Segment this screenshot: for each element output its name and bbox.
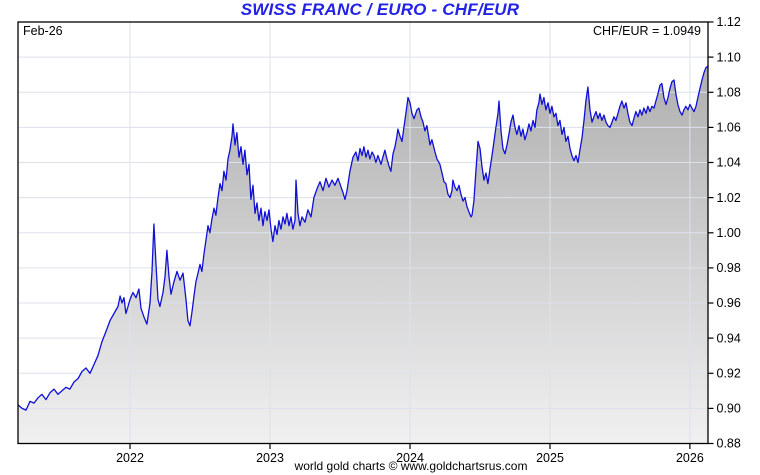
svg-text:0.94: 0.94	[717, 331, 741, 345]
svg-text:0.96: 0.96	[717, 296, 741, 310]
svg-text:1.06: 1.06	[717, 121, 741, 135]
svg-text:2023: 2023	[256, 451, 284, 465]
last-quote-label: CHF/EUR = 1.0949	[592, 24, 701, 38]
svg-text:2024: 2024	[396, 451, 424, 465]
svg-text:2026: 2026	[676, 451, 704, 465]
svg-text:1.02: 1.02	[717, 191, 741, 205]
credit-footer: world gold charts © www.goldchartsrus.co…	[294, 459, 528, 473]
svg-text:2025: 2025	[536, 451, 564, 465]
svg-text:1.00: 1.00	[717, 226, 741, 240]
svg-text:0.98: 0.98	[717, 261, 741, 275]
svg-text:1.12: 1.12	[717, 15, 741, 29]
chart-title: SWISS FRANC / EURO - CHF/EUR	[240, 0, 520, 19]
svg-text:0.88: 0.88	[717, 437, 741, 451]
svg-text:1.10: 1.10	[717, 50, 741, 64]
svg-text:2022: 2022	[116, 451, 144, 465]
date-label: Feb-26	[23, 24, 63, 38]
svg-text:1.04: 1.04	[717, 156, 741, 170]
svg-text:0.92: 0.92	[717, 366, 741, 380]
svg-text:0.90: 0.90	[717, 402, 741, 416]
svg-text:1.08: 1.08	[717, 86, 741, 100]
